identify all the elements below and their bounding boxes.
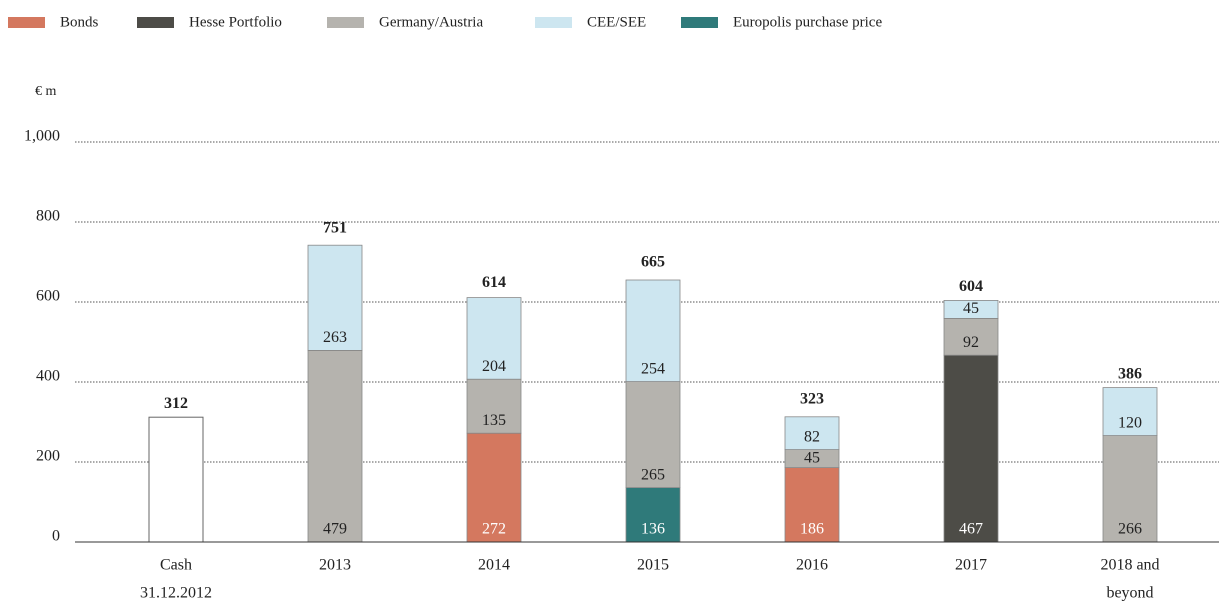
- segment-label: 263: [323, 329, 347, 346]
- legend-swatch: [327, 17, 364, 28]
- segment-label: 82: [804, 428, 820, 445]
- bar-segment: [943, 354, 999, 543]
- legend-label: Europolis purchase price: [733, 14, 882, 30]
- bar-segment: [1102, 387, 1158, 437]
- legend-swatch: [8, 17, 45, 28]
- segment-label: 204: [482, 358, 506, 375]
- segment-label: 186: [800, 521, 824, 538]
- legend-label: Bonds: [60, 14, 99, 30]
- legend-label: CEE/SEE: [587, 14, 646, 30]
- x-tick-label: 2015: [637, 557, 669, 574]
- x-tick-label: beyond: [1106, 585, 1153, 602]
- bar-segment: [1102, 435, 1158, 543]
- segment-label: 135: [482, 412, 506, 429]
- y-tick-label: 800: [36, 208, 60, 225]
- segment-label: 92: [963, 334, 979, 351]
- bar-segment: [466, 297, 522, 380]
- x-tick-label: 2013: [319, 557, 351, 574]
- segment-label: 266: [1118, 521, 1142, 538]
- segment-label: 467: [959, 521, 983, 538]
- x-tick-label: 2014: [478, 557, 510, 574]
- bar-segment: [307, 244, 363, 351]
- total-label: 312: [164, 395, 188, 412]
- legend-swatch: [535, 17, 572, 28]
- bar-segment: [784, 416, 840, 450]
- bar-segment: [943, 299, 999, 319]
- segment-label: 136: [641, 521, 665, 538]
- bar-segment: [307, 349, 363, 543]
- segment-label: 45: [804, 449, 820, 466]
- x-tick-label: 2018 and: [1100, 557, 1159, 574]
- segment-label: 45: [963, 300, 979, 317]
- bar-segment: [625, 381, 681, 489]
- bar-segment: [466, 432, 522, 543]
- y-axis-label: € m: [35, 84, 57, 99]
- total-label: 604: [959, 278, 983, 295]
- x-tick-label: 31.12.2012: [140, 585, 212, 602]
- legend-label: Hesse Portfolio: [189, 14, 282, 30]
- y-tick-label: 0: [52, 528, 60, 545]
- y-tick-label: 600: [36, 288, 60, 305]
- total-label: 386: [1118, 365, 1142, 382]
- x-tick-label: 2016: [796, 557, 828, 574]
- bar: [148, 416, 204, 543]
- segment-label: 120: [1118, 414, 1142, 431]
- x-tick-label: 2017: [955, 557, 987, 574]
- total-label: 614: [482, 274, 506, 291]
- y-tick-label: 400: [36, 368, 60, 385]
- segment-label: 254: [641, 360, 665, 377]
- total-label: 323: [800, 390, 824, 407]
- segment-label: 479: [323, 521, 347, 538]
- legend-label: Germany/Austria: [379, 14, 483, 30]
- y-tick-label: 1,000: [24, 128, 60, 145]
- bar-segment: [625, 279, 681, 382]
- total-label: 751: [323, 219, 347, 236]
- y-tick-label: 200: [36, 448, 60, 465]
- bar-segment: [784, 467, 840, 543]
- legend-swatch: [137, 17, 174, 28]
- total-label: 665: [641, 254, 665, 271]
- segment-label: 272: [482, 521, 506, 538]
- x-tick-label: Cash: [160, 557, 192, 574]
- segment-label: 265: [641, 466, 665, 483]
- legend-swatch: [681, 17, 718, 28]
